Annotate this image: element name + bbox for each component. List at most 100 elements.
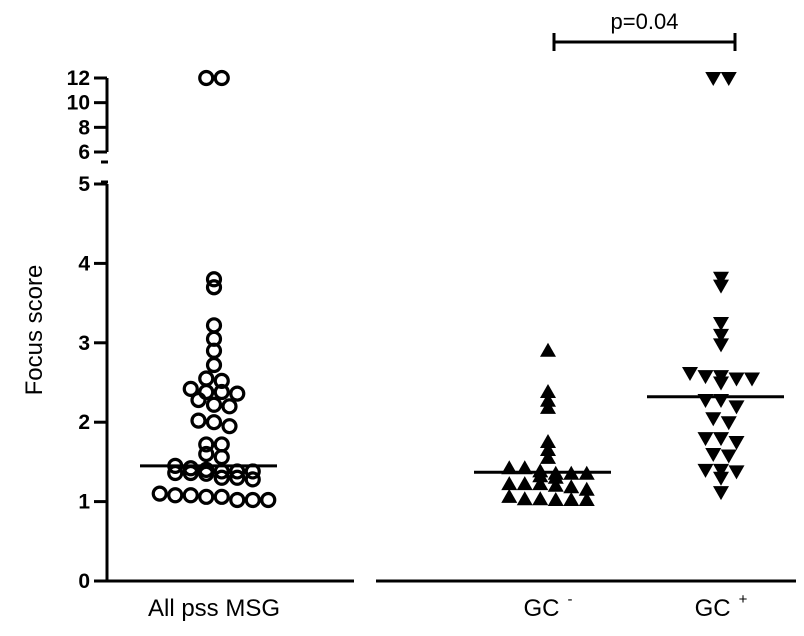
data-point-triangle-down xyxy=(697,463,714,478)
y-tick-label: 3 xyxy=(78,332,90,355)
data-point-circle xyxy=(190,412,207,429)
data-point-triangle-down xyxy=(705,447,722,462)
data-point-triangle-down xyxy=(713,316,729,331)
data-point-circle xyxy=(198,436,215,453)
data-point-triangle-up xyxy=(516,491,533,506)
data-point-triangle-down xyxy=(728,400,745,415)
data-point-circle xyxy=(167,487,184,504)
data-point-circle xyxy=(205,279,223,296)
data-points xyxy=(140,69,784,509)
data-point-circle xyxy=(198,488,215,505)
y-tick-label: 2 xyxy=(78,411,90,434)
data-point-circle xyxy=(205,317,223,334)
data-point-triangle-down xyxy=(720,449,737,464)
data-point-circle xyxy=(182,380,199,397)
data-point-triangle-up xyxy=(540,342,556,357)
data-point-triangle-up xyxy=(563,479,580,494)
data-point-triangle-up xyxy=(540,392,556,407)
x-category-label-superscript: + xyxy=(739,591,748,608)
data-point-triangle-down xyxy=(705,72,722,86)
data-point-circle xyxy=(260,491,277,509)
data-point-circle xyxy=(221,418,238,435)
data-point-triangle-down xyxy=(682,366,698,381)
y-tick-label: 4 xyxy=(78,252,90,275)
data-point-triangle-down xyxy=(713,376,729,391)
data-point-circle xyxy=(205,414,223,431)
data-point-triangle-up xyxy=(540,384,556,399)
data-point-triangle-down xyxy=(720,416,737,431)
x-category-label: GC - xyxy=(524,591,573,622)
data-point-triangle-up xyxy=(540,434,556,449)
data-point-triangle-down xyxy=(728,372,745,387)
data-point-circle xyxy=(198,445,215,463)
data-point-circle xyxy=(151,485,168,502)
data-point-circle xyxy=(229,385,246,402)
data-point-triangle-up xyxy=(516,476,533,491)
data-point-triangle-down xyxy=(713,463,729,478)
data-point-circle xyxy=(229,491,246,509)
data-point-triangle-up xyxy=(578,492,595,507)
data-point-circle xyxy=(213,469,230,486)
x-category-label-text: GC xyxy=(695,595,731,622)
data-point-triangle-down xyxy=(697,370,714,385)
y-axis-label: Focus score xyxy=(21,265,48,396)
p-value-annotation: p=0.04 xyxy=(552,9,737,51)
data-point-triangle-up xyxy=(547,477,564,492)
x-category-label: All pss MSG xyxy=(148,595,280,622)
data-point-triangle-up xyxy=(563,492,580,507)
data-point-circle xyxy=(198,383,215,401)
data-point-circle xyxy=(198,370,215,387)
data-point-circle xyxy=(213,383,230,401)
data-point-triangle-down xyxy=(713,328,729,343)
data-point-triangle-up xyxy=(501,476,518,491)
data-point-circle xyxy=(190,391,207,409)
y-tick-label: 8 xyxy=(78,116,90,139)
data-point-triangle-down xyxy=(728,465,745,480)
data-point-circle xyxy=(213,436,230,453)
data-point-circle xyxy=(205,356,223,374)
data-point-triangle-up xyxy=(547,492,564,507)
data-point-triangle-down xyxy=(697,432,714,447)
p-value-text: p=0.04 xyxy=(611,9,679,34)
data-point-circle xyxy=(205,271,223,288)
data-point-triangle-up xyxy=(578,481,595,496)
data-point-triangle-down xyxy=(713,432,729,447)
data-point-triangle-up xyxy=(501,488,518,503)
data-point-triangle-down xyxy=(713,471,729,486)
data-point-triangle-down xyxy=(720,72,737,86)
y-tick-label: 5 xyxy=(78,173,90,196)
y-tick-label: 12 xyxy=(67,67,90,90)
data-point-triangle-up xyxy=(532,476,549,491)
x-category-label-text: GC xyxy=(524,595,560,622)
y-tick-label: 6 xyxy=(78,141,90,164)
y-tick-label: 1 xyxy=(78,491,90,514)
data-point-triangle-up xyxy=(540,399,556,414)
data-point-circle xyxy=(213,449,230,466)
data-point-triangle-down xyxy=(713,338,729,353)
data-point-triangle-up xyxy=(547,469,564,484)
x-category-label-text: All pss MSG xyxy=(148,595,280,622)
data-point-circle xyxy=(205,396,223,413)
data-point-circle xyxy=(213,372,230,390)
data-point-triangle-up xyxy=(532,468,549,483)
data-point-circle xyxy=(198,69,215,87)
y-tick-label: 10 xyxy=(67,92,90,115)
data-point-circle xyxy=(244,471,261,488)
y-tick-label: 0 xyxy=(78,570,90,593)
data-point-circle xyxy=(182,487,199,504)
data-point-circle xyxy=(213,488,230,505)
data-point-triangle-up xyxy=(540,449,556,464)
data-point-circle xyxy=(221,398,238,415)
data-point-triangle-down xyxy=(705,412,722,427)
data-point-triangle-down xyxy=(713,279,729,294)
data-point-triangle-down xyxy=(713,486,729,501)
data-point-triangle-down xyxy=(713,271,729,286)
x-category-label: GC + xyxy=(695,591,748,622)
x-category-label-superscript: - xyxy=(568,591,573,608)
data-point-circle xyxy=(213,69,230,87)
data-point-triangle-up xyxy=(540,441,556,456)
data-point-circle xyxy=(244,491,261,509)
data-point-triangle-down xyxy=(744,372,760,387)
